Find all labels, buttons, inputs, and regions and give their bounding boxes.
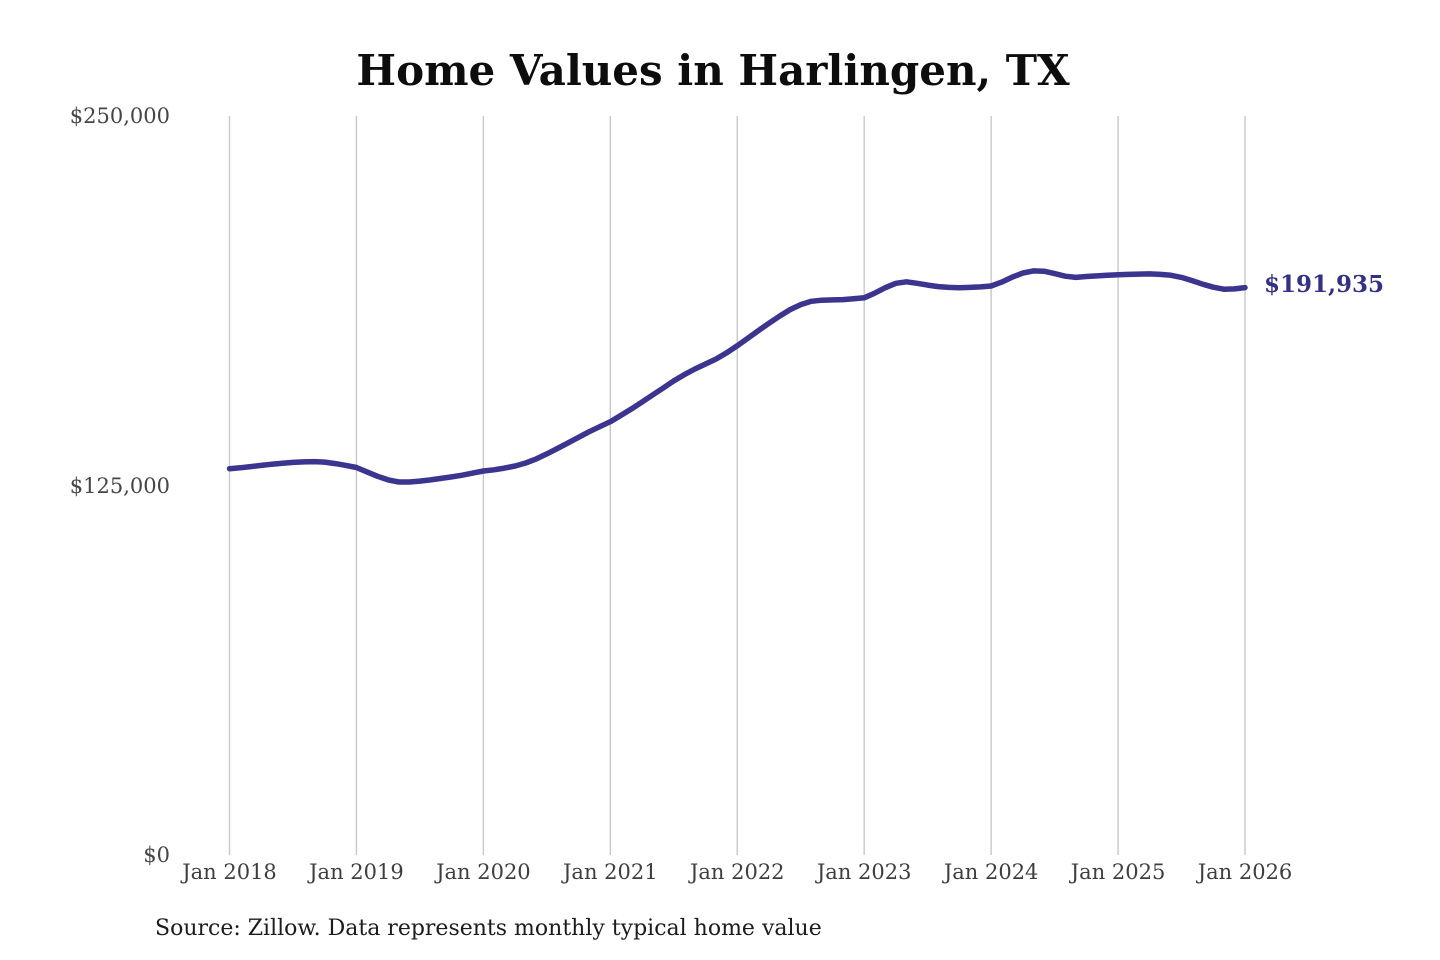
x-axis-tick-label: Jan 2023 <box>816 860 912 884</box>
x-axis-tick-label: Jan 2020 <box>436 860 531 884</box>
y-axis-tick-label: $250,000 <box>69 104 170 128</box>
x-axis-tick-label: Jan 2019 <box>309 860 404 884</box>
x-axis-tick-label: Jan 2022 <box>689 860 785 884</box>
x-axis-tick-label: Jan 2026 <box>1197 860 1293 884</box>
y-axis-tick-label: $0 <box>143 843 170 867</box>
chart-title: Home Values in Harlingen, TX <box>356 46 1070 95</box>
source-note: Source: Zillow. Data represents monthly … <box>155 916 822 941</box>
x-axis-tick-label: Jan 2025 <box>1070 860 1166 884</box>
y-axis-tick-label: $125,000 <box>69 473 170 498</box>
latest-value-label: $191,935 <box>1264 271 1385 298</box>
x-axis-tick-label: Jan 2024 <box>943 860 1039 884</box>
home-value-line <box>226 268 1248 485</box>
x-axis-tick-label: Jan 2018 <box>182 860 277 884</box>
y-axis: $0 $125,000 $250,000 <box>0 0 200 960</box>
x-axis: Jan 2018 Jan 2019 Jan 2020 Jan 2021 Jan 2022… <box>0 858 1440 890</box>
x-axis-tick-label: Jan 2021 <box>563 860 658 884</box>
